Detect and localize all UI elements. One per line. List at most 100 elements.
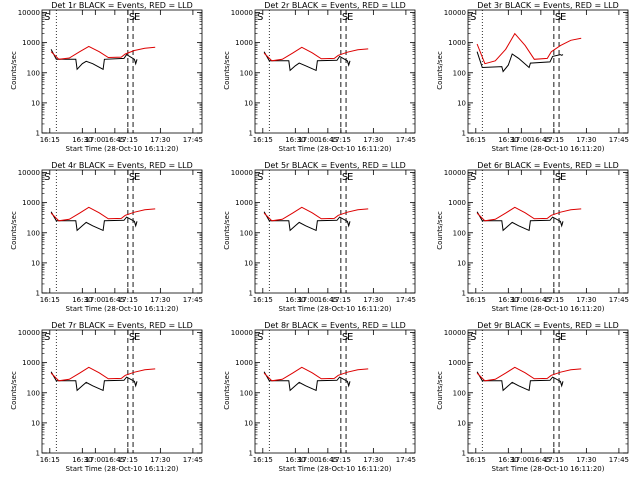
- chart-title: Det 7r BLACK = Events, RED = LLD: [51, 321, 193, 330]
- start-flag-label: S: [257, 12, 263, 23]
- chart-title: Det 4r BLACK = Events, RED = LLD: [51, 161, 193, 170]
- start-flag-label: S: [470, 172, 476, 183]
- x-tick-label: 16:45: [318, 296, 338, 304]
- series-line-lld: [476, 206, 582, 222]
- x-tick-label: 17:45: [609, 296, 629, 304]
- x-tick-label: 17:00: [511, 296, 531, 304]
- x-tick-label: 16:15: [40, 136, 60, 144]
- x-tick-label: 17:00: [85, 296, 105, 304]
- y-axis-label: Counts/sec: [10, 51, 18, 90]
- chart-panel-2: Det 2r BLACK = Events, RED = LLD 1 10 100 10…: [223, 1, 416, 153]
- y-tick-label: 1: [36, 450, 40, 458]
- x-axis-label: Start Time (28-Oct-10 16:11:20): [492, 305, 605, 313]
- plot-frame: [467, 9, 629, 134]
- x-tick-label: 17:15: [331, 296, 351, 304]
- x-tick-label: 16:15: [466, 296, 486, 304]
- y-tick-label: 10000: [444, 9, 466, 17]
- start-flag-label: S: [257, 172, 263, 183]
- start-marker-label: S: [555, 12, 561, 23]
- y-tick-label: 1: [249, 290, 253, 298]
- chart-title: Det 9r BLACK = Events, RED = LLD: [477, 321, 619, 330]
- x-tick-label: 17:00: [85, 136, 105, 144]
- chart-title: Det 5r BLACK = Events, RED = LLD: [264, 161, 406, 170]
- start-marker-label: S: [342, 172, 348, 183]
- y-tick-label: 10000: [231, 329, 253, 337]
- x-tick-label: 16:30: [72, 296, 92, 304]
- series-line-lld: [263, 46, 369, 62]
- end-marker-label: E: [134, 332, 140, 343]
- y-tick-label: 1000: [235, 39, 253, 47]
- y-axis-label: Counts/sec: [223, 51, 231, 90]
- start-flag-label: S: [470, 332, 476, 343]
- x-tick-label: 17:45: [609, 456, 629, 464]
- y-tick-label: 10: [244, 99, 253, 107]
- y-tick-label: 1000: [22, 39, 40, 47]
- chart-title: Det 2r BLACK = Events, RED = LLD: [264, 1, 406, 10]
- series-line-events: [263, 51, 351, 72]
- end-marker-label: E: [347, 332, 353, 343]
- x-tick-label: 17:15: [331, 456, 351, 464]
- x-tick-label: 17:30: [363, 136, 383, 144]
- y-tick-label: 1000: [22, 359, 40, 367]
- series-line-events: [50, 49, 138, 71]
- chart-title: Det 8r BLACK = Events, RED = LLD: [264, 321, 406, 330]
- y-axis-label: Counts/sec: [436, 371, 444, 410]
- x-tick-label: 17:00: [298, 296, 318, 304]
- y-tick-label: 10: [457, 419, 466, 427]
- x-tick-label: 16:15: [253, 456, 273, 464]
- y-tick-label: 100: [453, 229, 466, 237]
- chart-panel-3: Det 3r BLACK = Events, RED = LLD 1 10 100 10…: [436, 1, 629, 153]
- y-tick-label: 1000: [448, 199, 466, 207]
- y-tick-label: 100: [240, 69, 253, 77]
- x-tick-label: 17:00: [85, 456, 105, 464]
- x-tick-label: 17:30: [363, 296, 383, 304]
- plot-frame: [467, 329, 629, 454]
- y-axis-label: Counts/sec: [10, 211, 18, 250]
- series-line-events: [50, 211, 138, 232]
- x-tick-label: 16:45: [105, 136, 125, 144]
- chart-panel-5: Det 5r BLACK = Events, RED = LLD 1 10 100 10…: [223, 161, 416, 313]
- x-tick-label: 17:00: [511, 136, 531, 144]
- series-line-events: [263, 371, 351, 392]
- x-tick-label: 17:15: [118, 456, 138, 464]
- y-tick-label: 10000: [18, 9, 40, 17]
- y-axis-label: Counts/sec: [223, 211, 231, 250]
- y-tick-label: 100: [27, 389, 40, 397]
- x-tick-label: 17:45: [609, 136, 629, 144]
- series-line-lld: [50, 206, 156, 222]
- x-tick-label: 16:15: [40, 296, 60, 304]
- x-axis-label: Start Time (28-Oct-10 16:11:20): [66, 145, 179, 153]
- x-tick-label: 17:30: [576, 456, 596, 464]
- chart-panel-8: Det 8r BLACK = Events, RED = LLD 1 10 100 10…: [223, 321, 416, 473]
- chart-title: Det 6r BLACK = Events, RED = LLD: [477, 161, 619, 170]
- x-axis-label: Start Time (28-Oct-10 16:11:20): [66, 465, 179, 473]
- x-axis-label: Start Time (28-Oct-10 16:11:20): [279, 305, 392, 313]
- series-line-lld: [476, 366, 582, 382]
- y-tick-label: 100: [27, 69, 40, 77]
- x-axis-label: Start Time (28-Oct-10 16:11:20): [279, 465, 392, 473]
- x-axis-label: Start Time (28-Oct-10 16:11:20): [279, 145, 392, 153]
- end-marker-label: E: [134, 172, 140, 183]
- end-marker-label: E: [560, 332, 566, 343]
- start-marker-label: S: [555, 332, 561, 343]
- plot-frame: [467, 169, 629, 294]
- chart-title: Det 1r BLACK = Events, RED = LLD: [51, 1, 193, 10]
- start-marker-label: S: [555, 172, 561, 183]
- y-tick-label: 10: [244, 419, 253, 427]
- y-tick-label: 10: [457, 259, 466, 267]
- x-axis-label: Start Time (28-Oct-10 16:11:20): [66, 305, 179, 313]
- y-tick-label: 1: [249, 130, 253, 138]
- start-marker-label: S: [129, 332, 135, 343]
- x-tick-label: 16:45: [318, 136, 338, 144]
- y-tick-label: 10000: [231, 169, 253, 177]
- y-tick-label: 10: [244, 259, 253, 267]
- y-tick-label: 100: [240, 389, 253, 397]
- x-tick-label: 16:30: [498, 296, 518, 304]
- x-tick-label: 17:15: [118, 136, 138, 144]
- start-marker-label: S: [129, 12, 135, 23]
- end-marker-label: E: [134, 12, 140, 23]
- x-tick-label: 16:30: [285, 136, 305, 144]
- series-line-events: [476, 371, 564, 392]
- series-line-events: [476, 211, 564, 232]
- series-line-lld: [263, 206, 369, 222]
